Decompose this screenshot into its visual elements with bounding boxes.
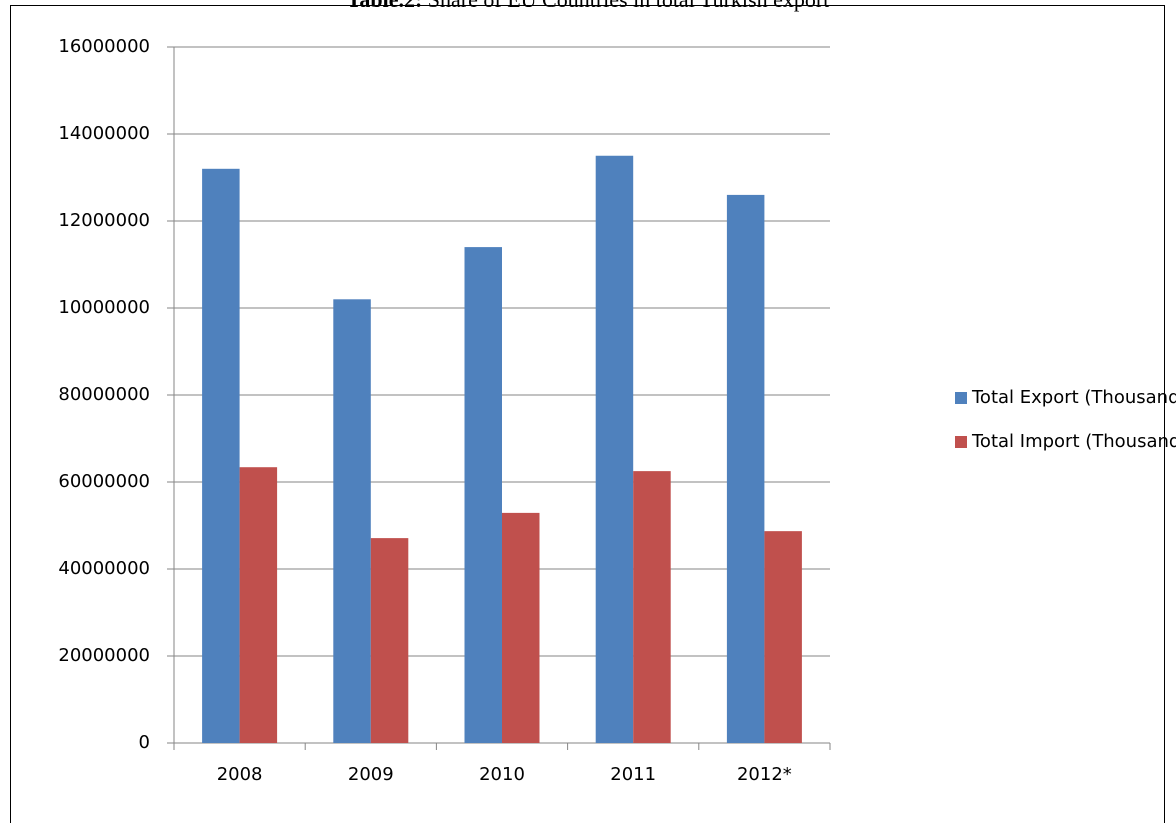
y-tick-label: 40000000 (58, 558, 150, 579)
legend-label: Total Import (Thousand $) (971, 431, 1176, 452)
bar (202, 168, 240, 744)
x-tick-label: 2012* (737, 764, 792, 785)
y-tick-label: 80000000 (58, 384, 150, 405)
bar (464, 247, 502, 743)
x-tick-label: 2009 (348, 764, 394, 785)
y-tick-label: 60000000 (58, 471, 150, 492)
y-tick-label: 14000000 (58, 123, 150, 144)
legend-label: Total Export (Thousand $) (971, 387, 1176, 408)
y-tick-label: 0 (139, 732, 150, 753)
bar (370, 538, 409, 743)
x-tick-label: 2008 (217, 764, 263, 785)
y-tick-label: 12000000 (58, 210, 150, 231)
y-tick-label: 16000000 (58, 36, 150, 57)
bar (239, 467, 278, 743)
bar (764, 531, 802, 743)
title-text: Share of EU Countries in total Turkish e… (428, 0, 829, 12)
y-tick-label: 10000000 (58, 297, 150, 318)
bar (595, 155, 634, 743)
legend-swatch (955, 392, 967, 404)
chart-border (10, 5, 1165, 823)
title-label: Table.2: (347, 0, 423, 12)
x-tick-label: 2010 (479, 764, 525, 785)
bar (726, 194, 765, 743)
chart-title: Table.2: Share of EU Countries in total … (347, 0, 830, 12)
bar (633, 471, 671, 743)
bar (502, 512, 540, 743)
bar (333, 299, 371, 743)
y-tick-label: 20000000 (58, 645, 150, 666)
x-tick-label: 2011 (610, 764, 656, 785)
legend-swatch (955, 436, 967, 448)
